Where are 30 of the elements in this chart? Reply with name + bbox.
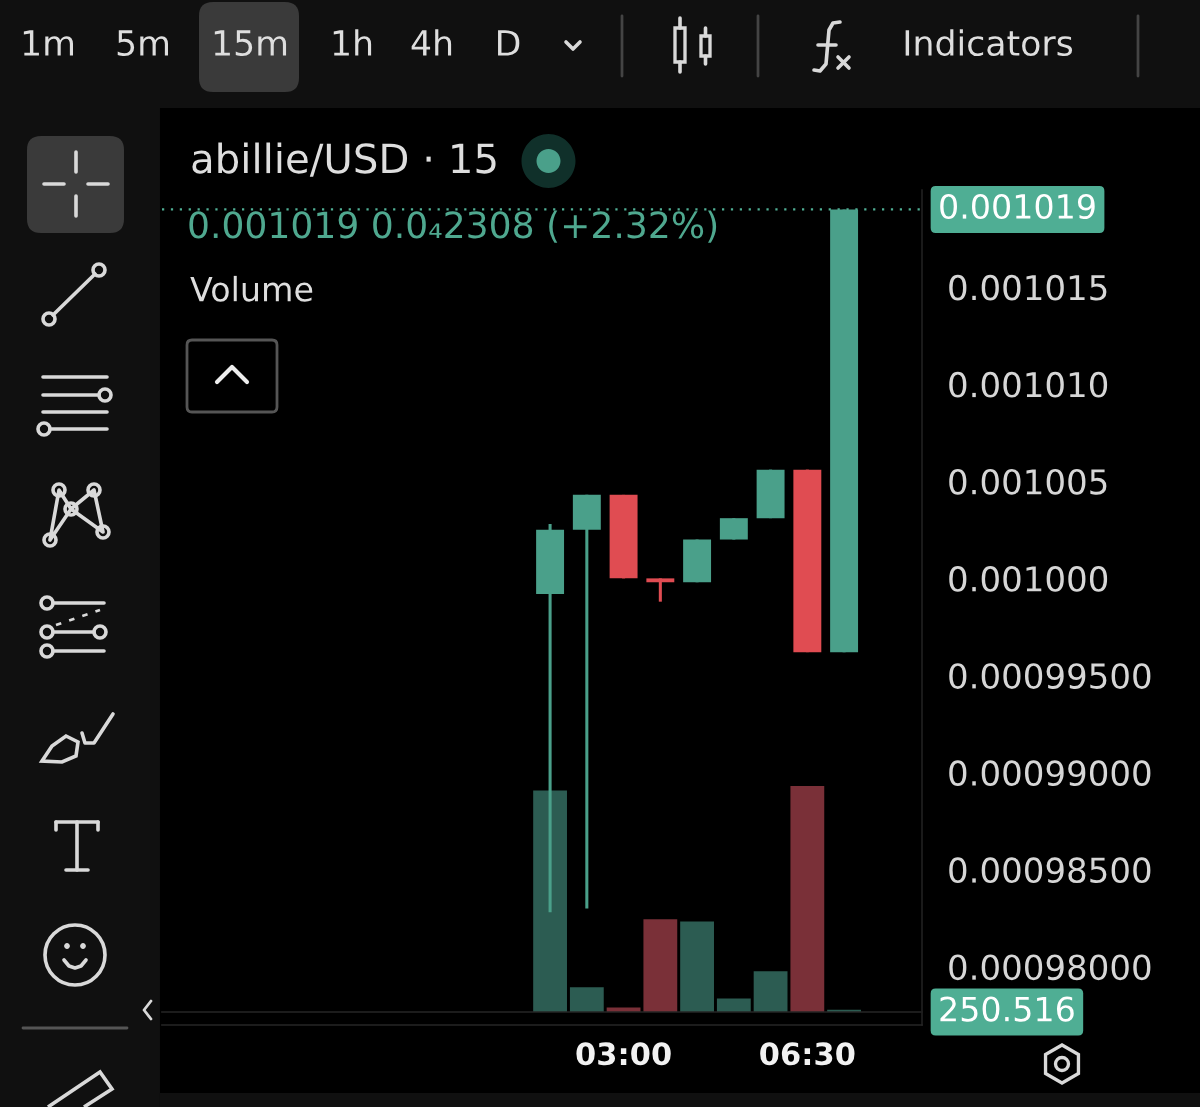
x-tick-label: 03:00 bbox=[576, 1042, 671, 1066]
text: Volume bbox=[190, 275, 313, 302]
text: 1m bbox=[23, 30, 74, 56]
y-tick-label: 0.00099500 bbox=[949, 663, 1151, 689]
y-tick-label: 0.001015 bbox=[949, 274, 1107, 301]
text: 15m bbox=[214, 30, 287, 57]
bar bbox=[533, 790, 567, 1012]
y-tick-label: 0.00099000 bbox=[949, 760, 1151, 786]
text: 1h bbox=[333, 29, 372, 56]
x-tick-label: 06:30 bbox=[760, 1042, 855, 1066]
ref-line-label: 0.001019 bbox=[940, 193, 1095, 220]
bar bbox=[716, 998, 751, 1012]
bar bbox=[643, 919, 678, 1012]
y-tick-label: 0.001005 bbox=[949, 468, 1107, 495]
chart-title: abillie/USD · 15 bbox=[192, 142, 496, 177]
text: 250.516 bbox=[940, 996, 1074, 1022]
y-tick-label: 0.00098500 bbox=[949, 857, 1151, 884]
text: D bbox=[498, 30, 520, 56]
text: 5m bbox=[117, 30, 169, 57]
text: 0.001019 0.0₄2308 (+2.32%) bbox=[189, 210, 717, 243]
y-tick-label: 0.00098000 bbox=[949, 954, 1151, 981]
bar bbox=[753, 971, 788, 1012]
bar bbox=[680, 921, 714, 1012]
bar bbox=[569, 987, 604, 1012]
text: 4h bbox=[411, 29, 452, 56]
candlestick bbox=[572, 493, 601, 909]
text: Indicators bbox=[905, 29, 1073, 57]
y-tick-label: 0.001010 bbox=[949, 371, 1108, 398]
bar bbox=[790, 786, 825, 1012]
y-tick-label: 0.001000 bbox=[949, 566, 1108, 592]
